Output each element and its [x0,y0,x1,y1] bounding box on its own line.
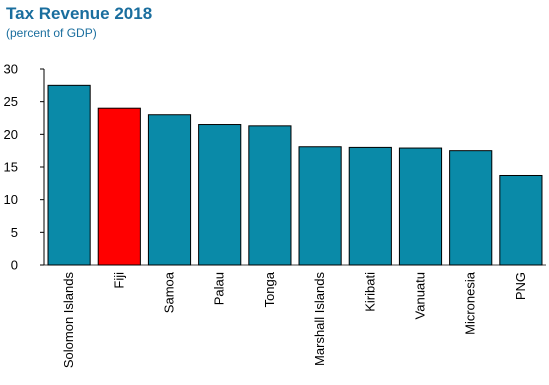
x-category-label: Samoa [162,271,177,313]
y-tick-label: 25 [4,94,18,109]
y-tick-label: 0 [11,258,18,273]
y-tick-label: 10 [4,192,18,207]
bar-samoa [147,114,192,266]
bar-micronesia [449,150,493,266]
x-axis-labels: Solomon Islands Fiji Samoa Palau Tonga Marsha… [61,271,528,368]
x-category-label: Kiribati [362,272,377,312]
x-category-label: PNG [513,272,528,300]
x-category-label: Vanuatu [413,272,428,319]
y-tick-label: 30 [4,62,18,77]
chart-subtitle: (percent of GDP) [6,26,97,40]
x-category-label: Solomon Islands [61,272,76,369]
bar-vanuatu [398,147,443,266]
bar-marshall-islands [298,146,342,266]
y-tick-label: 20 [4,127,18,142]
bar-palau [198,124,242,266]
x-category-label: Marshall Islands [312,272,327,366]
bar-png [499,174,543,266]
x-category-label: Palau [212,272,227,305]
chart-title: Tax Revenue 2018 [6,4,153,23]
x-category-label: Tonga [262,271,277,307]
bar-fiji [97,107,141,266]
y-tick-label: 5 [11,225,18,240]
y-tick-label: 15 [4,160,18,175]
x-category-label: Micronesia [463,271,478,335]
bars [47,84,543,266]
bar-solomon-islands [47,84,91,266]
bar-tonga [248,125,292,266]
bar-kiribati [348,146,392,266]
x-category-label: Fiji [111,272,126,289]
